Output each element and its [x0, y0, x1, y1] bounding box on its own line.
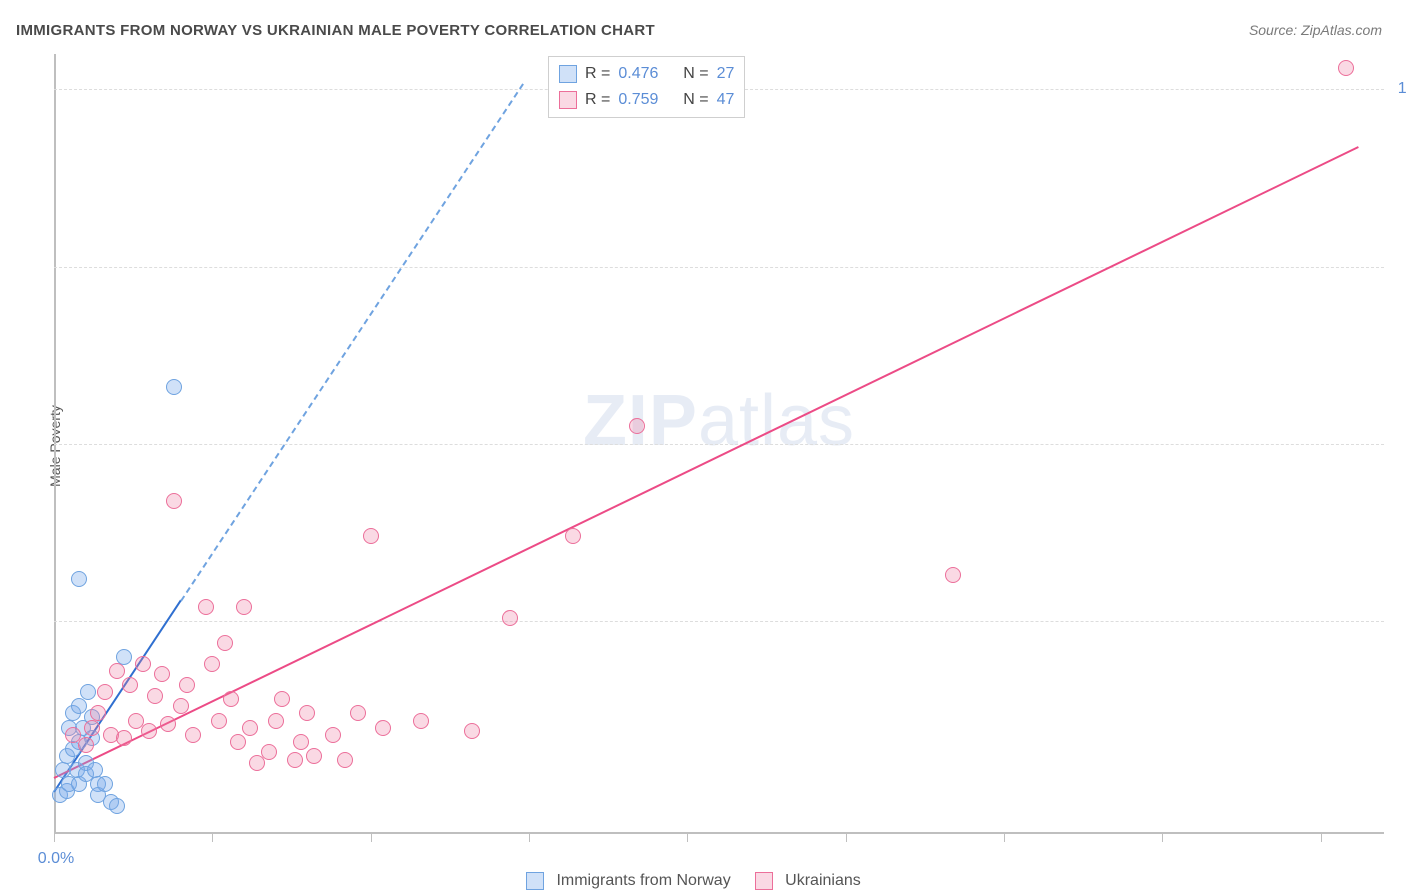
- trend-line: [54, 146, 1360, 779]
- scatter-point: [211, 713, 227, 729]
- scatter-point: [217, 635, 233, 651]
- grid-line: [54, 621, 1384, 622]
- legend-n-label: N =: [683, 87, 708, 113]
- legend-bottom: Immigrants from Norway Ukrainians: [526, 872, 861, 890]
- x-axis-line: [54, 832, 1384, 834]
- scatter-plot: ZIPatlas 25.0%50.0%75.0%100.0%: [54, 54, 1384, 834]
- trend-line-extension: [180, 84, 524, 602]
- grid-line: [54, 267, 1384, 268]
- scatter-point: [166, 493, 182, 509]
- legend-r-label: R =: [585, 61, 610, 87]
- watermark: ZIPatlas: [583, 380, 855, 462]
- scatter-point: [945, 567, 961, 583]
- legend-n-value: 47: [717, 87, 735, 113]
- scatter-point: [84, 720, 100, 736]
- legend-top-row: R = 0.759 N = 47: [559, 87, 734, 113]
- chart-title: IMMIGRANTS FROM NORWAY VS UKRAINIAN MALE…: [16, 22, 655, 39]
- scatter-point: [116, 730, 132, 746]
- x-tick: [212, 834, 213, 842]
- legend-top-row: R = 0.476 N = 27: [559, 61, 734, 87]
- legend-n-value: 27: [717, 61, 735, 87]
- scatter-point: [97, 684, 113, 700]
- x-tick: [846, 834, 847, 842]
- scatter-point: [325, 727, 341, 743]
- legend-r-label: R =: [585, 87, 610, 113]
- x-tick: [1162, 834, 1163, 842]
- scatter-point: [147, 688, 163, 704]
- x-origin-label: 0.0%: [38, 850, 74, 868]
- scatter-point: [71, 571, 87, 587]
- scatter-point: [565, 528, 581, 544]
- scatter-point: [230, 734, 246, 750]
- scatter-point: [629, 418, 645, 434]
- legend-swatch-icon: [526, 872, 544, 890]
- legend-item-label: Ukrainians: [785, 872, 861, 889]
- scatter-point: [97, 776, 113, 792]
- scatter-point: [293, 734, 309, 750]
- scatter-point: [464, 723, 480, 739]
- y-tick-label: 100.0%: [1398, 80, 1406, 98]
- legend-r-value: 0.759: [618, 87, 658, 113]
- scatter-point: [160, 716, 176, 732]
- scatter-point: [90, 705, 106, 721]
- x-tick: [687, 834, 688, 842]
- scatter-point: [198, 599, 214, 615]
- legend-bottom-item: Immigrants from Norway: [526, 872, 731, 890]
- x-tick: [529, 834, 530, 842]
- x-tick: [1004, 834, 1005, 842]
- x-tick: [1321, 834, 1322, 842]
- scatter-point: [204, 656, 220, 672]
- scatter-point: [350, 705, 366, 721]
- legend-swatch-icon: [559, 91, 577, 109]
- scatter-point: [154, 666, 170, 682]
- scatter-point: [236, 599, 252, 615]
- legend-n-label: N =: [683, 61, 708, 87]
- scatter-point: [109, 663, 125, 679]
- scatter-point: [173, 698, 189, 714]
- scatter-point: [261, 744, 277, 760]
- scatter-point: [109, 798, 125, 814]
- legend-item-label: Immigrants from Norway: [556, 872, 730, 889]
- legend-bottom-item: Ukrainians: [755, 872, 861, 890]
- scatter-point: [141, 723, 157, 739]
- chart-source: Source: ZipAtlas.com: [1249, 22, 1382, 38]
- grid-line: [54, 444, 1384, 445]
- scatter-point: [337, 752, 353, 768]
- scatter-point: [135, 656, 151, 672]
- x-tick: [54, 834, 55, 842]
- scatter-point: [80, 684, 96, 700]
- scatter-point: [179, 677, 195, 693]
- scatter-point: [375, 720, 391, 736]
- scatter-point: [185, 727, 201, 743]
- scatter-point: [223, 691, 239, 707]
- scatter-point: [287, 752, 303, 768]
- x-tick: [371, 834, 372, 842]
- scatter-point: [268, 713, 284, 729]
- legend-top: R = 0.476 N = 27 R = 0.759 N = 47: [548, 56, 745, 118]
- scatter-point: [502, 610, 518, 626]
- scatter-point: [306, 748, 322, 764]
- scatter-point: [274, 691, 290, 707]
- scatter-point: [242, 720, 258, 736]
- legend-swatch-icon: [755, 872, 773, 890]
- scatter-point: [78, 737, 94, 753]
- scatter-point: [122, 677, 138, 693]
- scatter-point: [166, 379, 182, 395]
- scatter-point: [363, 528, 379, 544]
- scatter-point: [299, 705, 315, 721]
- legend-r-value: 0.476: [618, 61, 658, 87]
- scatter-point: [413, 713, 429, 729]
- scatter-point: [1338, 60, 1354, 76]
- legend-swatch-icon: [559, 65, 577, 83]
